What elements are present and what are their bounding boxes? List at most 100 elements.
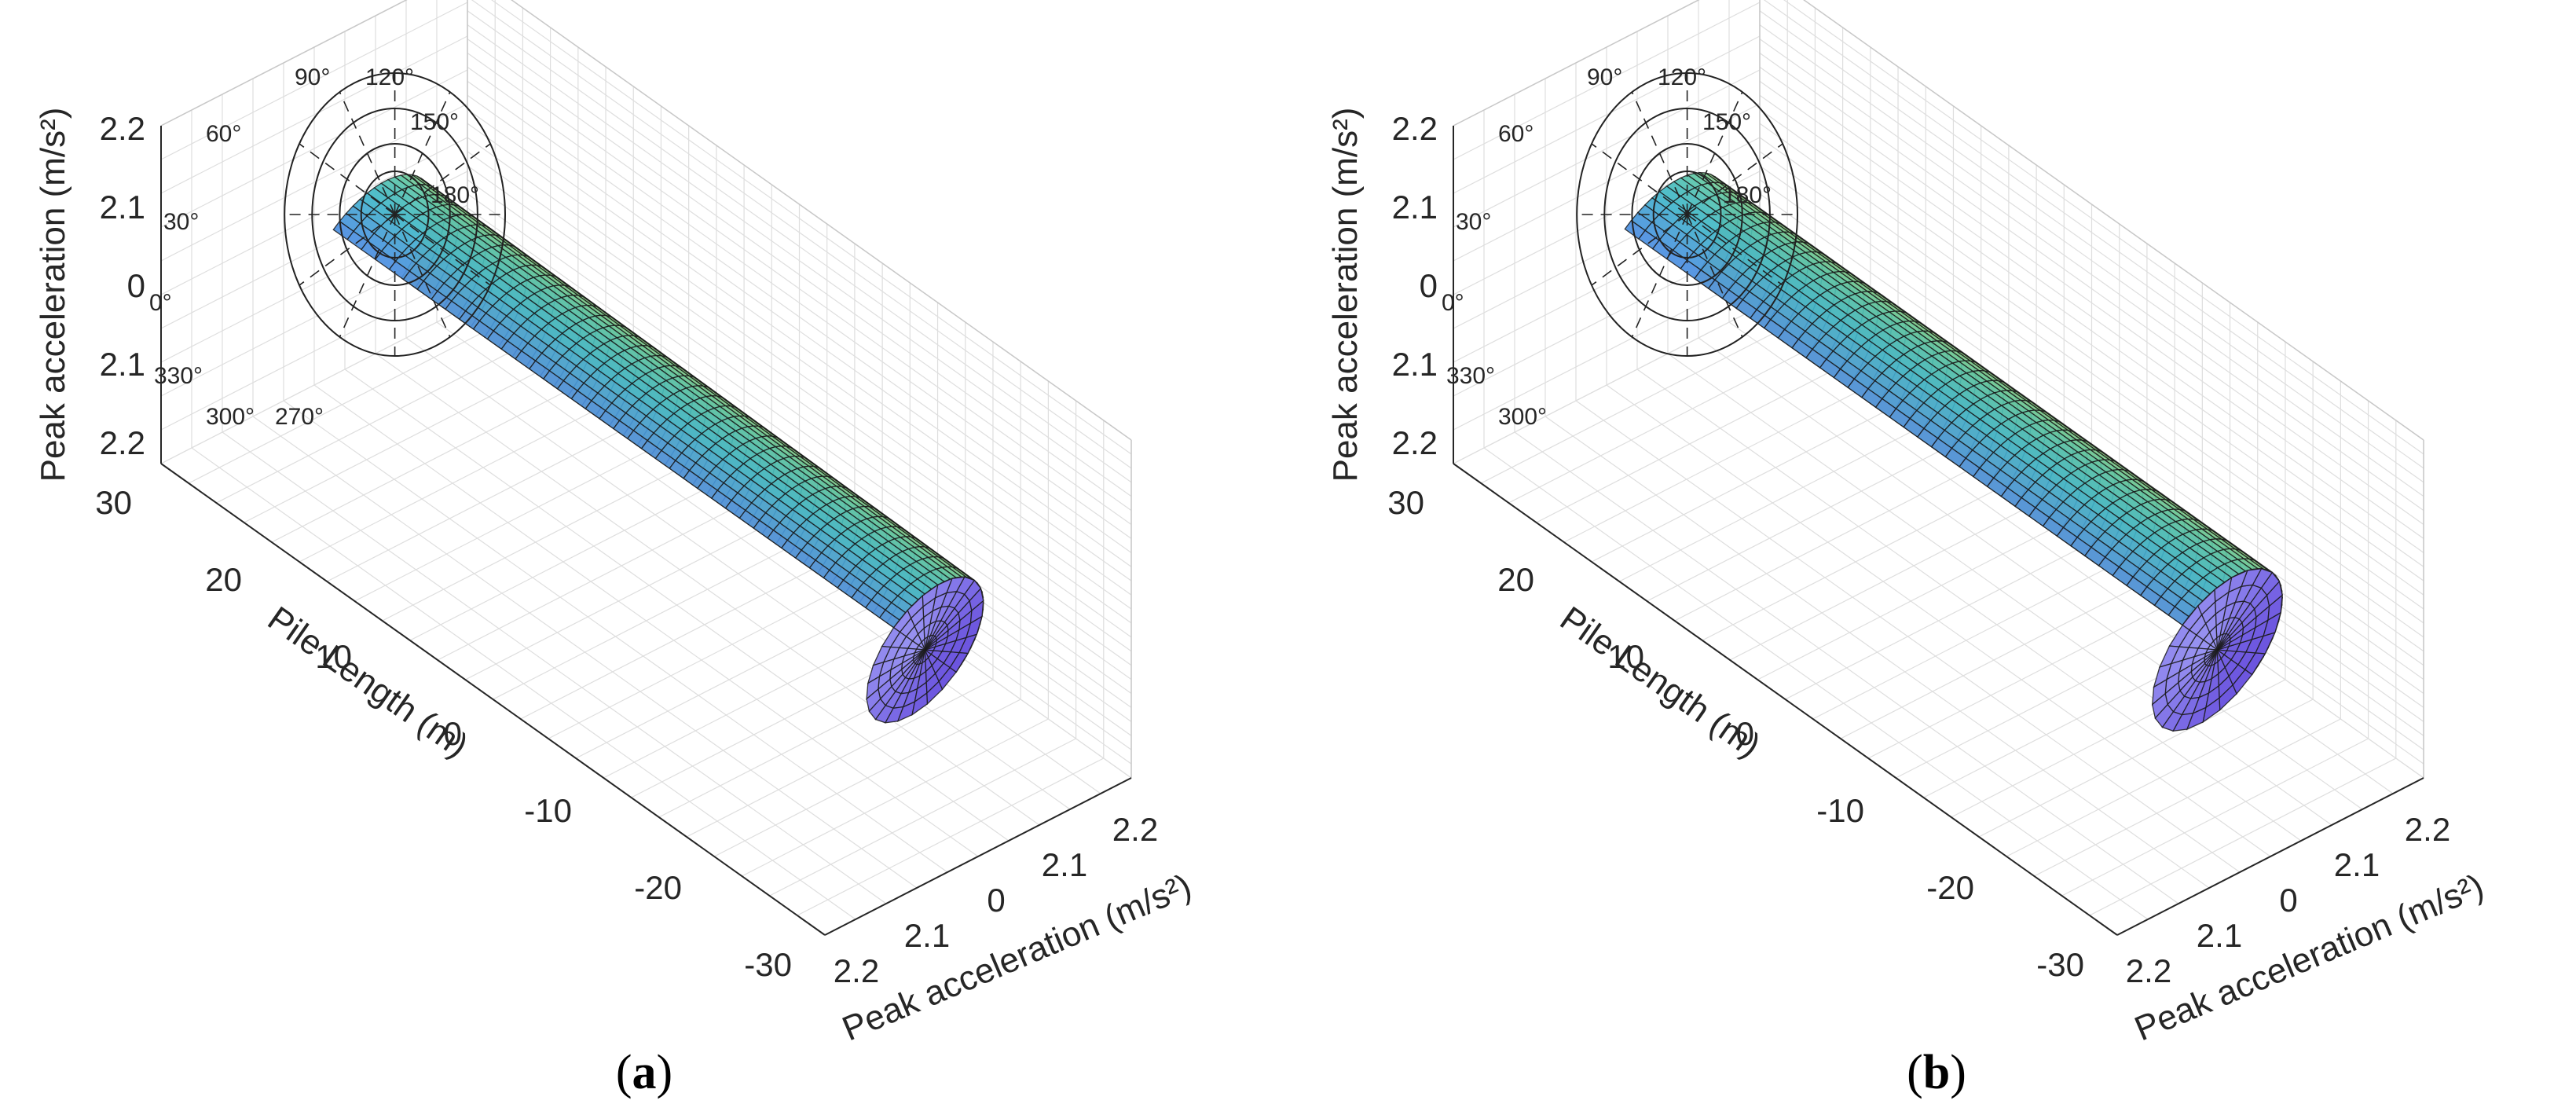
gridline: [160, 2, 468, 160]
panel-b-z-ticks: 2.2 2.1 0 2.1 2.2: [1392, 110, 1438, 461]
z-tick: 2.1: [100, 346, 145, 383]
length-tick: -20: [634, 869, 682, 906]
end-cap: [2151, 567, 2283, 732]
x-tick: 2.2: [834, 952, 879, 989]
polar-label: 300°: [206, 404, 255, 430]
z-tick: 0: [127, 267, 145, 304]
polar-label: 90°: [295, 64, 330, 90]
z-tick: 2.2: [100, 110, 145, 147]
gridline: [436, 321, 1101, 794]
gridline: [252, 416, 918, 889]
gridline: [1453, 2, 1761, 160]
end-cap: [866, 576, 984, 724]
polar-spoke: [1686, 214, 1743, 338]
panel-b-cylinder: [1624, 171, 2283, 732]
gridline: [344, 369, 1010, 842]
panel-a-length-axis-line: [160, 463, 826, 936]
polar-spoke: [394, 91, 451, 215]
length-tick: 10: [1607, 638, 1644, 675]
panel-b-x-axis-title: Peak acceleration (m/s²): [2129, 867, 2489, 1048]
z-tick: 2.2: [1392, 110, 1438, 147]
gridline: [1759, 10, 2424, 483]
polar-ring: [339, 143, 451, 286]
gridline: [1636, 369, 2302, 842]
polar-spoke: [299, 214, 396, 286]
x-tick: 2.1: [2197, 917, 2242, 954]
polar-label: 60°: [1498, 121, 1534, 147]
polar-spoke: [1687, 143, 1783, 215]
polar-label: 300°: [1498, 404, 1547, 430]
gridline: [405, 337, 1071, 810]
gridline: [1453, 103, 1761, 262]
gridline: [1763, 0, 2424, 469]
gridline: [1575, 400, 2241, 873]
gridline: [375, 353, 1040, 826]
gridline: [467, 10, 1132, 483]
polar-label: 270°: [275, 404, 324, 430]
polar-label: 330°: [1446, 363, 1495, 389]
polar-label: 180°: [431, 182, 479, 208]
x-tick: 2.1: [904, 917, 950, 954]
gridline: [1483, 447, 2149, 920]
panel-b-x-ticks: 2.2 2.1 0 2.1 2.2: [2126, 811, 2450, 989]
gridline: [467, 24, 1132, 497]
length-tick: 30: [95, 484, 132, 521]
polar-label: 150°: [1702, 109, 1751, 135]
polar-spoke: [299, 143, 396, 215]
polar-spoke: [394, 214, 451, 338]
panel-a-x-axis-line: [824, 777, 1132, 936]
gridline: [491, 0, 1132, 455]
panel-a-cylinder: [332, 174, 984, 724]
gridline: [160, 272, 468, 431]
length-tick: -10: [524, 792, 572, 829]
panel-a-polar-labels: 0° 30° 60° 90° 120° 150° 180° 270° 300° …: [149, 64, 479, 430]
box-edge: [1803, 0, 2424, 441]
x-tick: 0: [2279, 882, 2297, 919]
z-tick: 2.2: [100, 424, 145, 461]
box-edge: [1453, 0, 1700, 127]
z-tick: 0: [1420, 267, 1438, 304]
length-tick: 20: [205, 561, 242, 598]
gridline: [160, 69, 468, 228]
z-tick: 2.1: [100, 189, 145, 226]
panel-b-x-axis-line: [2116, 777, 2424, 936]
polar-label: 120°: [1658, 64, 1706, 90]
panel-a-label: (a): [616, 1046, 672, 1099]
x-tick: 0: [987, 882, 1005, 919]
length-tick: 0: [1736, 715, 1754, 752]
length-tick: -30: [2036, 946, 2084, 983]
length-tick: 20: [1497, 561, 1534, 598]
panel-a-polar-overlay: [284, 72, 506, 357]
box-edge: [160, 0, 408, 127]
x-tick: 2.2: [2405, 811, 2450, 848]
panel-b-polar-overlay: [1576, 72, 1799, 357]
panel-b-letter: b: [1923, 1046, 1950, 1099]
polar-label: 0°: [1442, 290, 1464, 316]
panel-b-length-axis-line: [1453, 463, 2118, 936]
cap-patch: [868, 698, 886, 721]
box-edge: [511, 0, 1132, 441]
gridline: [1606, 384, 2271, 857]
polar-spoke: [1591, 143, 1688, 215]
gridline: [160, 35, 468, 194]
polar-spoke: [1631, 214, 1688, 338]
panel-a-grid: [160, 0, 1132, 936]
length-tick: -20: [1926, 869, 1974, 906]
gridline: [1545, 416, 2210, 889]
polar-label: 330°: [154, 363, 203, 389]
panel-b-label: (b): [1907, 1046, 1966, 1099]
length-tick: -30: [744, 946, 792, 983]
panel-a-z-ticks: 2.2 2.1 0 2.1 2.2: [100, 110, 145, 461]
x-tick: 2.2: [2126, 952, 2171, 989]
panel-a: 2.2 2.1 0 2.1 2.2 Peak acceleration (m/s…: [34, 0, 1196, 1099]
polar-spoke: [339, 214, 396, 338]
panel-a-x-ticks: 2.2 2.1 0 2.1 2.2: [834, 811, 1158, 989]
length-tick: -10: [1816, 792, 1864, 829]
panel-b: 2.2 2.1 0 2.1 2.2 Peak acceleration (m/s…: [1326, 0, 2489, 1099]
polar-label: 30°: [163, 209, 199, 235]
z-tick: 2.1: [1392, 346, 1438, 383]
length-tick: 30: [1387, 484, 1424, 521]
polar-label: 60°: [206, 121, 241, 147]
cap-patch: [2154, 703, 2175, 728]
